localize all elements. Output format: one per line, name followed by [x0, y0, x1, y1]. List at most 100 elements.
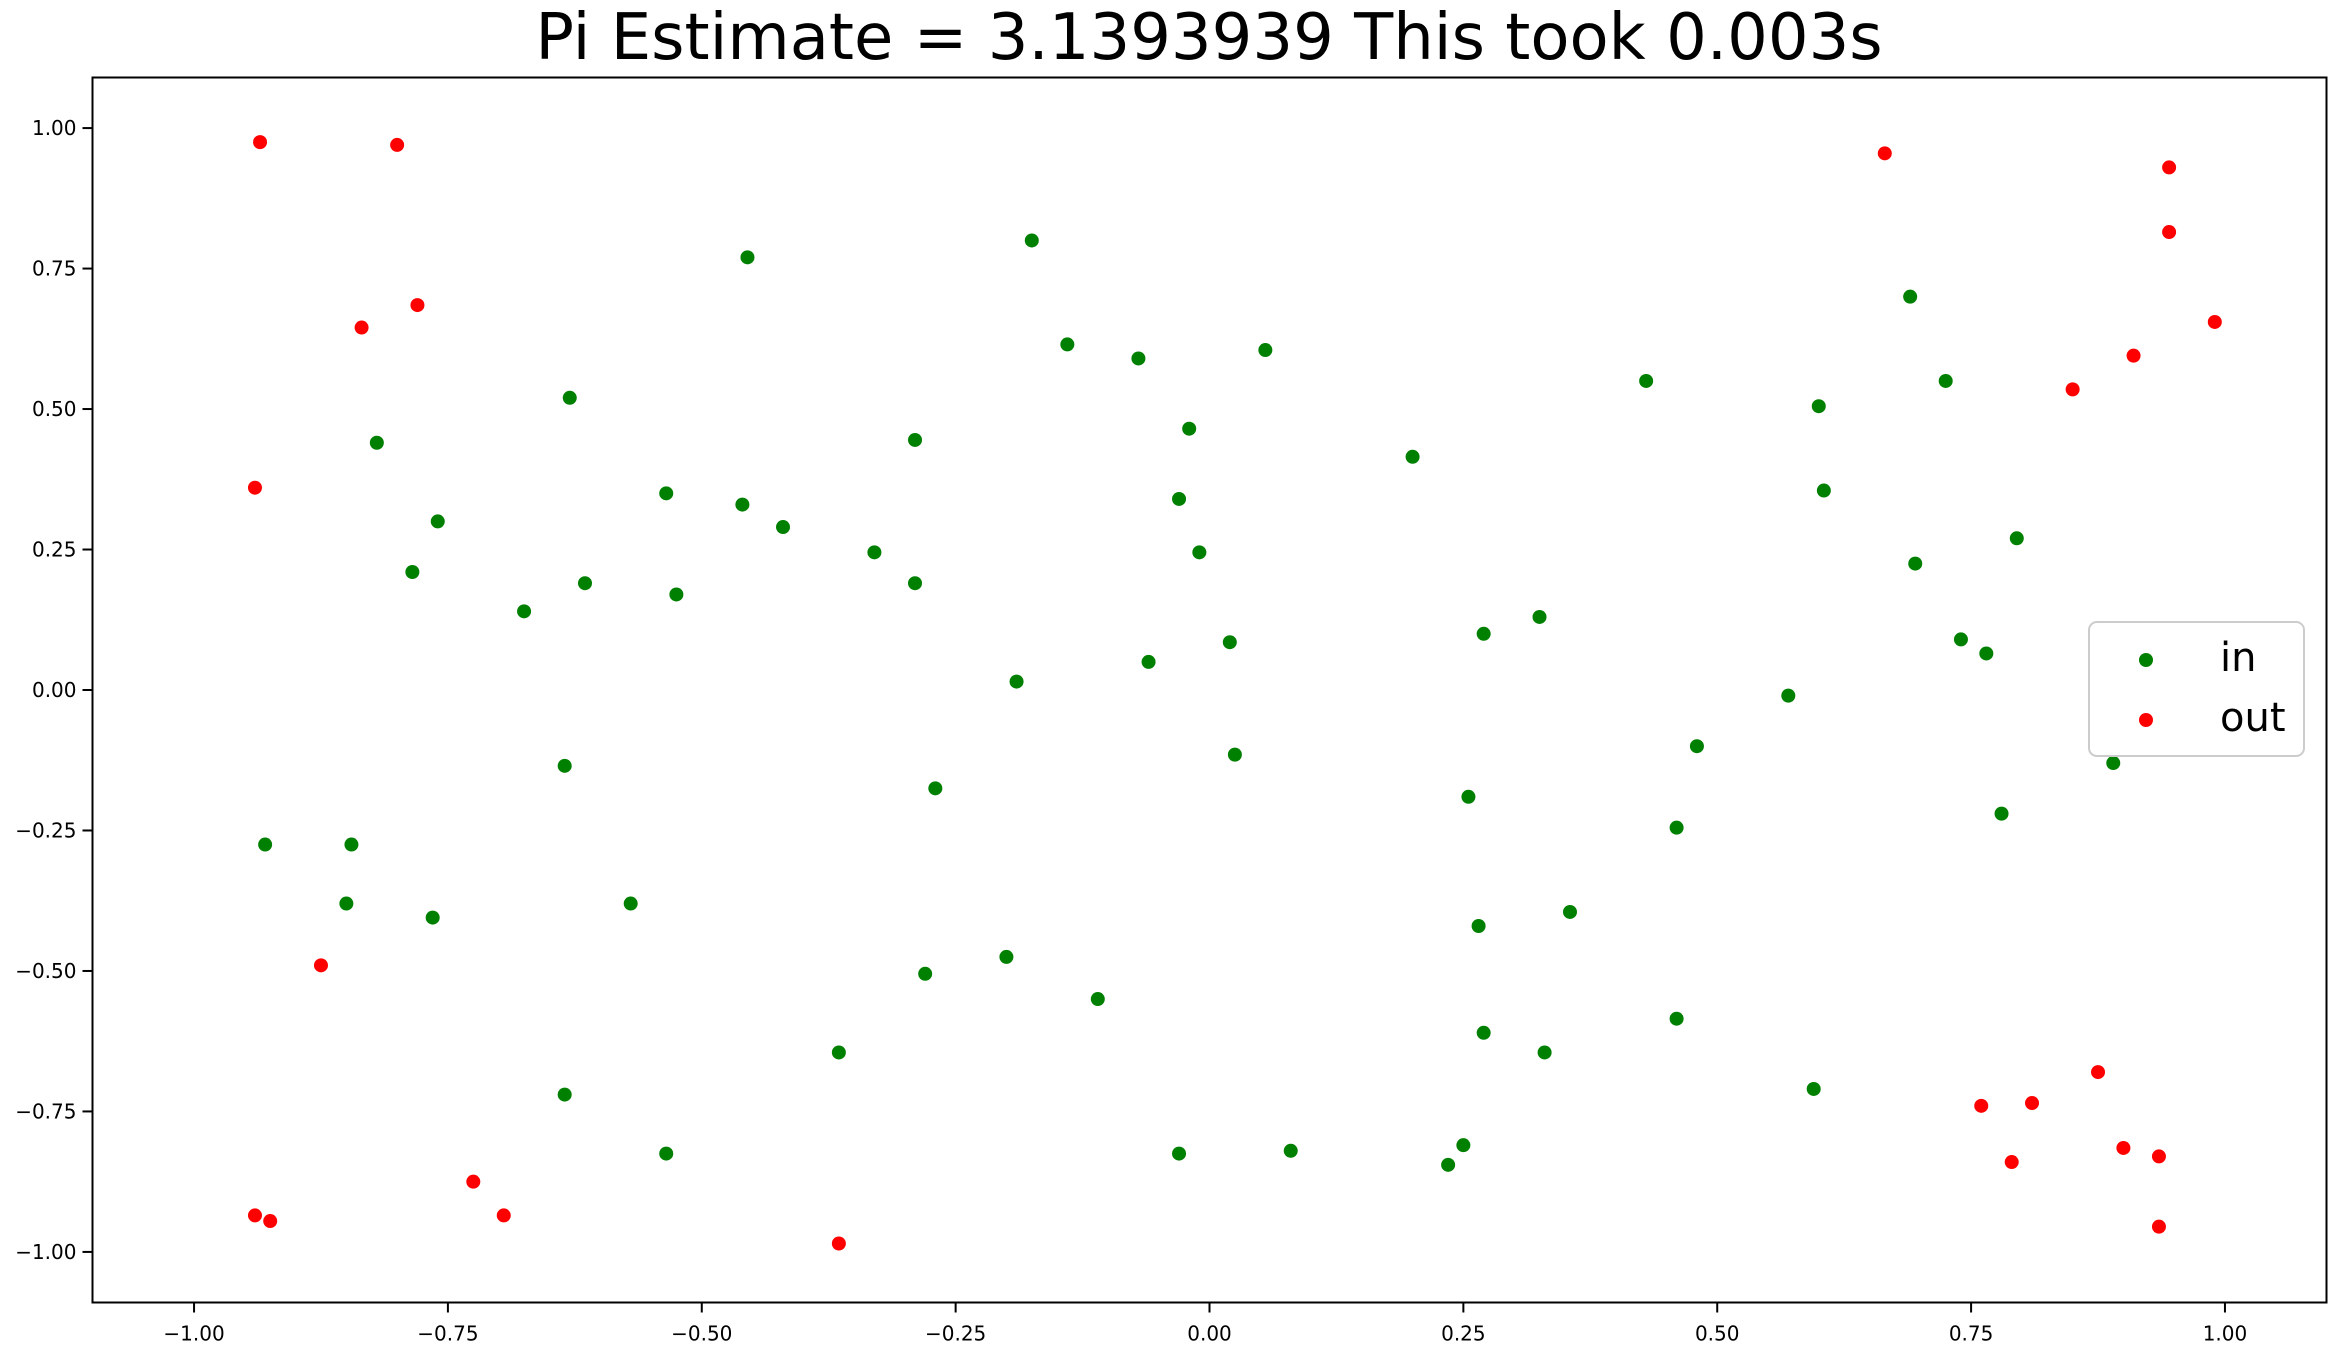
data-point-in [1141, 654, 1156, 669]
data-point-in [1172, 1146, 1187, 1161]
x-tick-label: −1.00 [163, 1322, 224, 1346]
data-point-in [1908, 556, 1923, 571]
data-point-out [2126, 348, 2141, 363]
data-point-in [908, 576, 923, 591]
x-tick-label: 0.75 [1949, 1322, 1994, 1346]
data-point-in [1806, 1081, 1821, 1096]
data-point-in [1953, 632, 1968, 647]
legend-marker-out [2139, 713, 2153, 727]
data-point-in [1182, 421, 1197, 436]
x-tick-label: −0.25 [925, 1322, 986, 1346]
x-tick-label: 0.25 [1441, 1322, 1486, 1346]
data-point-in [1441, 1157, 1456, 1172]
data-point-out [1877, 146, 1892, 161]
x-tick-label: 1.00 [2203, 1322, 2248, 1346]
data-point-in [1405, 449, 1420, 464]
data-point-in [1811, 399, 1826, 414]
data-point-in [1476, 1025, 1491, 1040]
data-point-in [1172, 491, 1187, 506]
data-point-in [1258, 343, 1273, 358]
data-point-in [577, 576, 592, 591]
data-point-in [1476, 626, 1491, 641]
data-point-in [1283, 1143, 1298, 1158]
y-tick-label: −0.75 [15, 1099, 76, 1123]
data-point-in [1979, 646, 1994, 661]
data-point-in [999, 949, 1014, 964]
y-tick-label: 0.00 [32, 678, 77, 702]
data-point-out [466, 1174, 481, 1189]
legend: in out [2088, 621, 2305, 757]
data-point-in [740, 250, 755, 265]
legend-label-in: in [2220, 635, 2256, 681]
data-point-in [1227, 747, 1242, 762]
data-point-in [344, 837, 359, 852]
y-tick-label: −0.25 [15, 818, 76, 842]
y-tick-label: 0.25 [32, 538, 77, 562]
data-point-in [659, 486, 674, 501]
data-point-out [2207, 314, 2222, 329]
y-axis: −1.00 −0.75 −0.50 −0.25 0.00 0.25 0.50 0.75 1.00 [15, 116, 93, 1264]
data-point-in [1669, 1011, 1684, 1026]
data-point-out [263, 1214, 278, 1229]
data-point-out [253, 135, 268, 150]
data-point-in [1537, 1045, 1552, 1060]
data-point-out [2116, 1140, 2131, 1155]
data-point-in [623, 896, 638, 911]
data-point-in [2106, 756, 2121, 771]
data-point-in [1456, 1138, 1471, 1153]
data-point-in [1903, 289, 1918, 304]
data-point-in [928, 781, 943, 796]
data-point-out [2065, 382, 2080, 397]
data-point-in [1192, 545, 1207, 560]
data-point-in [430, 514, 445, 529]
data-point-out [496, 1208, 511, 1223]
data-point-in [1532, 609, 1547, 624]
data-point-in [1471, 919, 1486, 934]
x-tick-label: 0.50 [1695, 1322, 1740, 1346]
data-point-in [258, 837, 273, 852]
data-point-out [2151, 1219, 2166, 1234]
data-point-in [867, 545, 882, 560]
data-point-in [1024, 233, 1039, 248]
data-point-in [2009, 531, 2024, 546]
data-point-in [1562, 904, 1577, 919]
data-point-out [2004, 1155, 2019, 1170]
data-point-out [1974, 1098, 1989, 1113]
chart-title: Pi Estimate = 3.1393939 This took 0.003s [535, 1, 1882, 75]
data-point-out [354, 320, 369, 335]
data-point-in [1938, 373, 1953, 388]
y-tick-label: 0.75 [32, 257, 77, 281]
data-point-out [2025, 1096, 2040, 1111]
data-point-out [410, 298, 425, 313]
data-point-in [1689, 739, 1704, 754]
x-axis: −1.00 −0.75 −0.50 −0.25 0.00 0.25 0.50 0.75 1.00 [163, 1302, 2248, 1346]
x-tick-label: −0.50 [671, 1322, 732, 1346]
data-point-out [390, 137, 405, 152]
data-point-in [918, 966, 933, 981]
data-point-in [735, 497, 750, 512]
data-point-in [369, 435, 384, 450]
data-point-in [831, 1045, 846, 1060]
data-point-in [557, 1087, 572, 1102]
y-tick-label: −1.00 [15, 1240, 76, 1264]
data-point-in [1222, 635, 1237, 650]
data-point-out [313, 958, 328, 973]
x-tick-label: 0.00 [1187, 1322, 1232, 1346]
data-point-in [1781, 688, 1796, 703]
data-points [247, 135, 2222, 1251]
data-point-out [247, 480, 262, 495]
data-point-in [517, 604, 532, 619]
data-point-out [831, 1236, 846, 1251]
y-tick-label: 0.50 [32, 397, 77, 421]
legend-label-out: out [2220, 695, 2286, 741]
data-point-in [1669, 820, 1684, 835]
data-point-in [1131, 351, 1146, 366]
data-point-in [405, 564, 420, 579]
data-point-in [425, 910, 440, 925]
data-point-in [1090, 992, 1105, 1007]
data-point-in [1639, 373, 1654, 388]
data-point-in [557, 758, 572, 773]
